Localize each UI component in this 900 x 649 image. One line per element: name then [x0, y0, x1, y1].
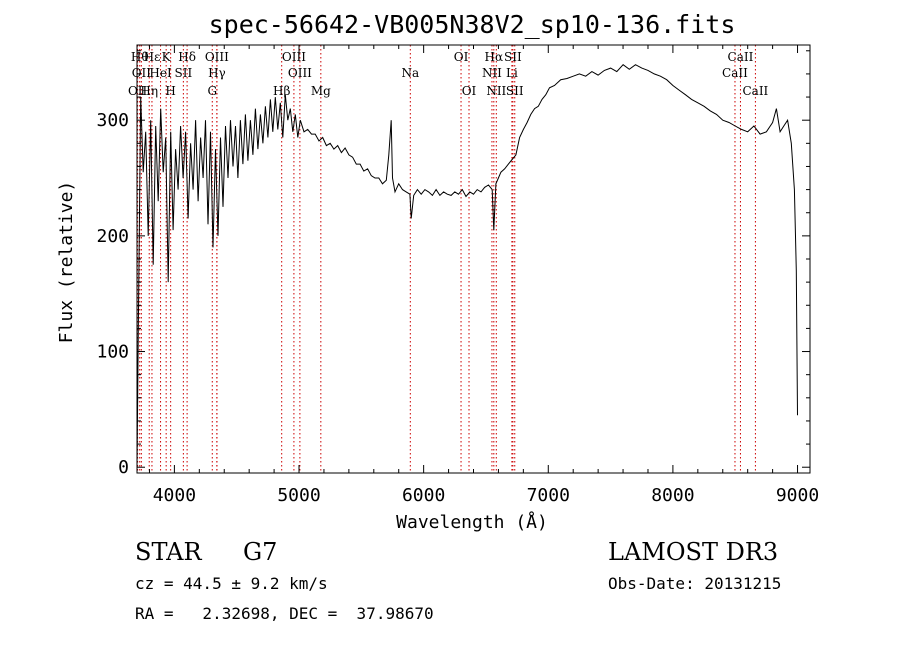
spectral-line-label: Hθ — [131, 50, 149, 64]
x-tick-label: 6000 — [402, 485, 445, 506]
spectral-line-label: SII — [506, 84, 524, 98]
spectral-line-label: Hη — [140, 84, 158, 98]
spectral-line-label: Hε — [144, 50, 161, 64]
spectral-lines-layer — [137, 45, 756, 473]
coordinates-text: RA = 2.32698, DEC = 37.98670 — [135, 604, 434, 623]
spectral-line-label: OII — [132, 66, 152, 80]
spectral-line-label: CaII — [728, 50, 754, 64]
x-axis-ticks: 4000 5000 6000 7000 8000 9000 — [148, 45, 819, 506]
spectral-line-label: OIII — [205, 50, 229, 64]
survey-text: LAMOST DR3 — [608, 538, 778, 566]
spectral-line-label: Hγ — [208, 66, 226, 80]
spectral-line-label: Mg — [311, 84, 331, 98]
spectral-line-label: CaII — [722, 66, 748, 80]
spectral-line-label: Hβ — [273, 84, 290, 98]
plot-frame — [136, 44, 811, 474]
subclass-text: G7 — [243, 538, 277, 566]
spectral-line-label: OII — [128, 84, 148, 98]
spectral-line-label: Na — [401, 66, 419, 80]
x-tick-label: 4000 — [153, 485, 196, 506]
spectral-line-label: OIII — [288, 66, 312, 80]
spectral-line-label: Li — [506, 66, 518, 80]
spectral-line-label: NII — [482, 66, 502, 80]
spectral-line-label: K — [162, 50, 172, 64]
spectrum-series-line — [136, 64, 798, 468]
classification-text: STAR — [135, 538, 202, 566]
spectral-line-label: CaII — [742, 84, 768, 98]
y-axis-label: Flux (relative) — [56, 181, 77, 344]
spectral-line-label: Hα — [485, 50, 504, 64]
x-tick-label: 8000 — [651, 485, 694, 506]
y-tick-label: 200 — [96, 226, 129, 247]
redshift-text: cz = 44.5 ± 9.2 km/s — [135, 574, 328, 593]
chart-title: spec-56642-VB005N38V2_sp10-136.fits — [209, 10, 736, 39]
obsdate-text: Obs-Date: 20131215 — [608, 574, 781, 593]
x-tick-label: 5000 — [277, 485, 320, 506]
x-tick-label: 9000 — [776, 485, 819, 506]
x-tick-label: 7000 — [527, 485, 570, 506]
spectral-line-label: G — [207, 84, 217, 98]
spectral-line-label: NII — [486, 84, 506, 98]
spectral-line-label: OI — [462, 84, 477, 98]
y-tick-label: 300 — [96, 110, 129, 131]
spectral-line-label: SII — [175, 66, 193, 80]
spectral-line-label: Hδ — [178, 50, 196, 64]
y-tick-label: 0 — [118, 457, 129, 478]
spectral-line-label: H — [165, 84, 175, 98]
y-tick-label: 100 — [96, 342, 129, 363]
spectral-line-label: OI — [454, 50, 469, 64]
spectral-line-label: HeI — [149, 66, 172, 80]
y-axis-ticks: 0 100 200 300 — [96, 50, 810, 478]
x-axis-label: Wavelength (Å) — [396, 511, 548, 533]
spectral-line-label: OIII — [282, 50, 306, 64]
spectral-line-label: SII — [504, 50, 522, 64]
